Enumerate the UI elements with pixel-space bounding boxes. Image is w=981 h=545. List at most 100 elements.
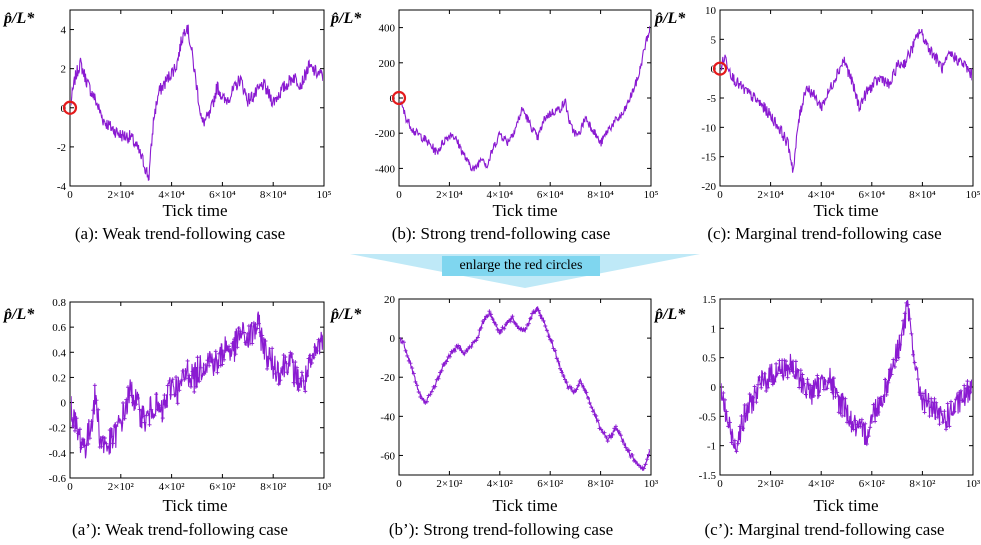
series-marker xyxy=(727,420,732,425)
series-marker xyxy=(780,373,785,378)
series-marker xyxy=(72,428,77,433)
series-marker xyxy=(544,328,549,333)
xlabel-c2: Tick time xyxy=(813,496,879,515)
series-marker xyxy=(313,345,318,350)
series-marker xyxy=(917,390,922,395)
series-marker xyxy=(241,330,246,335)
series-marker xyxy=(411,371,416,376)
series-marker xyxy=(250,341,255,346)
series-marker xyxy=(308,353,313,358)
series-marker xyxy=(104,441,109,446)
series-marker xyxy=(94,398,99,403)
series-marker xyxy=(309,360,314,365)
series-marker xyxy=(479,325,484,330)
series-marker xyxy=(853,418,858,423)
series-marker xyxy=(935,415,940,420)
series-marker xyxy=(916,377,920,382)
x-tick-label: 0 xyxy=(396,478,402,490)
series-marker xyxy=(433,384,438,389)
series-marker xyxy=(114,424,119,429)
series-marker xyxy=(271,365,276,370)
y-tick-label: -1.5 xyxy=(699,470,717,482)
series-marker xyxy=(630,452,635,457)
series-marker xyxy=(589,405,594,410)
series-marker xyxy=(932,396,937,401)
series-marker xyxy=(754,400,759,405)
red-circle-marker xyxy=(712,61,728,76)
series-marker xyxy=(406,358,411,363)
caption-c2: (c’): Marginal trend-following case xyxy=(704,520,945,539)
series-marker xyxy=(162,393,167,398)
series-marker xyxy=(878,396,883,401)
y-tick-label: 0 xyxy=(61,398,67,410)
series-marker xyxy=(447,354,452,359)
series-marker xyxy=(127,387,132,392)
series-marker xyxy=(746,401,751,406)
series-marker xyxy=(891,357,896,362)
series-marker xyxy=(859,417,864,422)
x-tick-label: 6×10² xyxy=(209,481,236,493)
series-marker xyxy=(485,313,490,318)
series-marker xyxy=(106,444,111,449)
series-marker xyxy=(620,439,625,444)
series-marker xyxy=(940,420,945,425)
series-marker xyxy=(286,361,291,366)
series-marker xyxy=(299,370,304,375)
series-marker xyxy=(180,368,185,373)
series-marker xyxy=(96,407,101,412)
series-marker xyxy=(843,396,848,401)
series-marker xyxy=(261,336,266,341)
series-marker xyxy=(174,375,179,380)
series-marker xyxy=(899,333,904,338)
y-tick-label: 0.4 xyxy=(52,347,66,359)
x-tick-label: 6×10⁴ xyxy=(859,189,886,201)
series-marker xyxy=(906,302,911,307)
series-marker xyxy=(533,309,538,314)
series-line-a2 xyxy=(71,311,323,459)
series-line-a xyxy=(71,24,323,181)
series-marker xyxy=(790,369,795,374)
series-marker xyxy=(487,309,492,314)
series-marker xyxy=(147,422,152,427)
series-marker xyxy=(922,410,927,415)
series-marker xyxy=(887,367,892,372)
series-marker xyxy=(203,362,208,367)
series-marker xyxy=(538,313,543,318)
x-tick-label: 6×10⁴ xyxy=(209,189,236,201)
series-marker xyxy=(564,380,569,385)
series-marker xyxy=(944,427,949,432)
series-marker xyxy=(175,401,180,406)
series-marker xyxy=(920,391,925,396)
series-marker xyxy=(416,389,421,394)
series-marker xyxy=(618,433,623,438)
series-marker xyxy=(599,427,604,432)
series-marker xyxy=(747,392,752,397)
series-marker xyxy=(820,375,825,380)
series-marker xyxy=(868,425,873,430)
series-marker xyxy=(907,316,912,321)
series-marker xyxy=(873,419,878,424)
series-marker xyxy=(429,389,434,394)
series-marker xyxy=(222,357,227,362)
series-marker xyxy=(523,326,528,331)
series-marker xyxy=(886,380,891,385)
series-marker xyxy=(495,327,500,332)
series-marker xyxy=(285,370,290,375)
series-marker xyxy=(526,321,531,326)
series-marker xyxy=(734,449,739,454)
y-tick-label: -200 xyxy=(375,128,396,140)
series-marker xyxy=(71,402,72,404)
series-marker xyxy=(874,407,879,412)
series-marker xyxy=(490,317,495,322)
series-marker xyxy=(205,358,210,363)
ylabel-c2: p̂/L* xyxy=(655,306,686,323)
series-marker xyxy=(627,448,632,453)
series-marker xyxy=(643,462,648,467)
series-marker xyxy=(515,324,520,329)
series-marker xyxy=(99,444,104,449)
series-marker xyxy=(245,331,250,336)
series-marker xyxy=(132,400,137,405)
series-marker xyxy=(934,400,939,405)
series-marker xyxy=(444,359,449,364)
series-marker xyxy=(505,320,510,325)
